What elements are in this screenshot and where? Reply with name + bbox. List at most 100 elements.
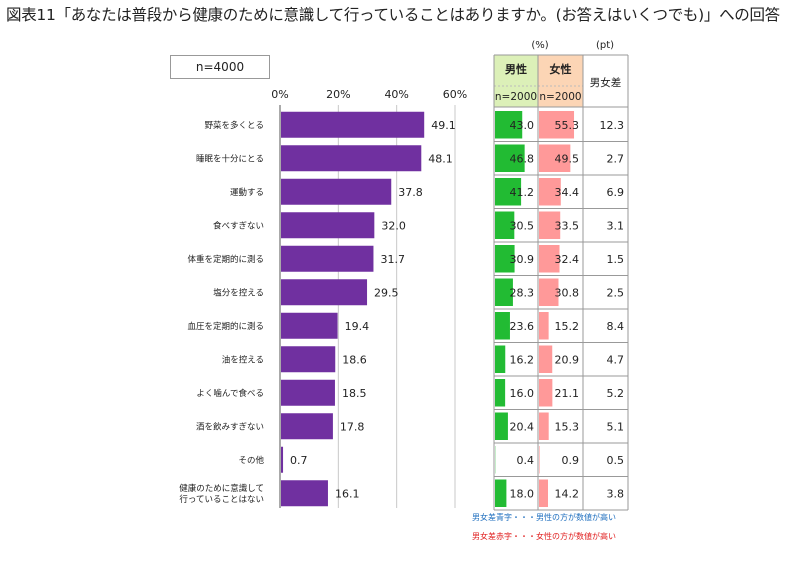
male-value: 16.2 bbox=[510, 353, 535, 366]
male-value: 46.8 bbox=[510, 152, 535, 165]
male-bar bbox=[495, 278, 513, 306]
diff-header: 男女差 bbox=[590, 76, 622, 89]
male-value: 43.0 bbox=[510, 119, 535, 132]
female-value: 14.2 bbox=[555, 487, 580, 500]
diff-value: 5.2 bbox=[607, 387, 625, 400]
bar bbox=[281, 413, 333, 440]
bar bbox=[281, 111, 425, 138]
female-value: 15.2 bbox=[555, 320, 580, 333]
category-label: 体重を定期的に測る bbox=[187, 254, 264, 265]
female-bar bbox=[539, 245, 560, 273]
data-label: 16.1 bbox=[335, 487, 360, 500]
bar bbox=[281, 379, 335, 406]
male-header-bg bbox=[494, 55, 538, 107]
female-value: 33.5 bbox=[555, 219, 580, 232]
male-bar bbox=[495, 178, 522, 206]
male-value: 20.4 bbox=[510, 420, 535, 433]
data-label: 0.7 bbox=[290, 454, 308, 467]
female-value: 30.8 bbox=[555, 286, 580, 299]
female-bar bbox=[539, 211, 561, 239]
category-label: その他 bbox=[238, 455, 264, 466]
category-label: よく噛んで食べる bbox=[196, 388, 264, 399]
bar bbox=[281, 446, 284, 473]
female-value: 15.3 bbox=[555, 420, 580, 433]
male-bar bbox=[495, 312, 510, 340]
data-label: 31.7 bbox=[380, 253, 405, 266]
diff-value: 6.9 bbox=[607, 186, 625, 199]
category-label: 油を控える bbox=[222, 354, 264, 365]
data-label: 29.5 bbox=[374, 286, 399, 299]
category-label: 酒を飲みすぎない bbox=[196, 421, 264, 432]
category-label: 睡眠を十分にとる bbox=[196, 153, 264, 164]
data-label: 18.6 bbox=[342, 353, 367, 366]
female-bar bbox=[539, 144, 571, 172]
bar bbox=[281, 279, 368, 306]
male-value: 30.9 bbox=[510, 253, 535, 266]
diff-value: 2.7 bbox=[607, 152, 625, 165]
male-bar bbox=[495, 111, 523, 139]
female-bar bbox=[539, 278, 559, 306]
data-label: 48.1 bbox=[428, 152, 453, 165]
diff-value: 2.5 bbox=[607, 286, 625, 299]
category-label: 運動する bbox=[230, 187, 264, 198]
x-tick-label: 60% bbox=[443, 88, 467, 101]
diff-value: 12.3 bbox=[600, 119, 625, 132]
male-bar bbox=[495, 479, 507, 507]
female-bar bbox=[539, 479, 548, 507]
female-header-bg bbox=[538, 55, 583, 107]
male-header: 男性 bbox=[505, 62, 527, 76]
bar bbox=[281, 178, 392, 205]
male-value: 16.0 bbox=[510, 387, 535, 400]
diff-value: 1.5 bbox=[607, 253, 625, 266]
male-bar bbox=[495, 412, 508, 440]
data-label: 18.5 bbox=[342, 387, 367, 400]
female-bar bbox=[539, 111, 575, 139]
female-n: n=2000 bbox=[539, 91, 581, 103]
category-label: 行っていることはない bbox=[179, 494, 264, 505]
female-header: 女性 bbox=[550, 62, 572, 76]
grid-layer: 0% 20% 40% 60% bbox=[271, 88, 467, 508]
unit-percent: (%) bbox=[531, 40, 548, 51]
sample-size-box: n=4000 bbox=[170, 55, 270, 79]
male-bar bbox=[495, 211, 515, 239]
female-value: 34.4 bbox=[555, 186, 580, 199]
x-tick-label: 40% bbox=[384, 88, 408, 101]
male-value: 28.3 bbox=[510, 286, 535, 299]
category-label: 健康のために意識して bbox=[179, 483, 264, 494]
male-value: 30.5 bbox=[510, 219, 535, 232]
female-value: 55.3 bbox=[555, 119, 580, 132]
female-value: 0.9 bbox=[562, 454, 580, 467]
category-label: 食べすぎない bbox=[213, 220, 264, 231]
male-value: 0.4 bbox=[517, 454, 535, 467]
page-title: 図表11「あなたは普段から健康のために意識して行っていることはありますか。(お答… bbox=[6, 6, 780, 24]
unit-pt: (pt) bbox=[596, 40, 614, 51]
male-bar bbox=[495, 144, 525, 172]
x-tick-label: 20% bbox=[326, 88, 350, 101]
diff-value: 3.8 bbox=[607, 487, 625, 500]
bar bbox=[281, 480, 328, 507]
data-label: 49.1 bbox=[431, 119, 456, 132]
male-value: 23.6 bbox=[510, 320, 535, 333]
data-label: 17.8 bbox=[340, 420, 365, 433]
male-n: n=2000 bbox=[495, 91, 537, 103]
gender-table: (%) (pt) 男性 女性 n=2000 n=2000 男女差 43.0 55.3 12.3 46… bbox=[493, 40, 629, 511]
female-bar bbox=[539, 412, 549, 440]
diff-value: 4.7 bbox=[607, 353, 625, 366]
category-label: 血圧を定期的に測る bbox=[187, 321, 264, 332]
female-bar bbox=[539, 446, 540, 474]
diff-value: 8.4 bbox=[607, 320, 625, 333]
female-bar bbox=[539, 178, 561, 206]
bar bbox=[281, 145, 422, 172]
diff-value: 5.1 bbox=[607, 420, 625, 433]
bar bbox=[281, 245, 374, 272]
male-value: 18.0 bbox=[510, 487, 535, 500]
bar bbox=[281, 312, 338, 339]
male-value: 41.2 bbox=[510, 186, 535, 199]
female-value: 21.1 bbox=[555, 387, 580, 400]
note-blue: 男女差青字・・・男性の方が数値が高い bbox=[472, 512, 616, 522]
bar bbox=[281, 346, 336, 373]
bar bbox=[281, 212, 375, 239]
male-bar bbox=[495, 245, 515, 273]
female-value: 49.5 bbox=[555, 152, 580, 165]
diff-value: 0.5 bbox=[607, 454, 625, 467]
